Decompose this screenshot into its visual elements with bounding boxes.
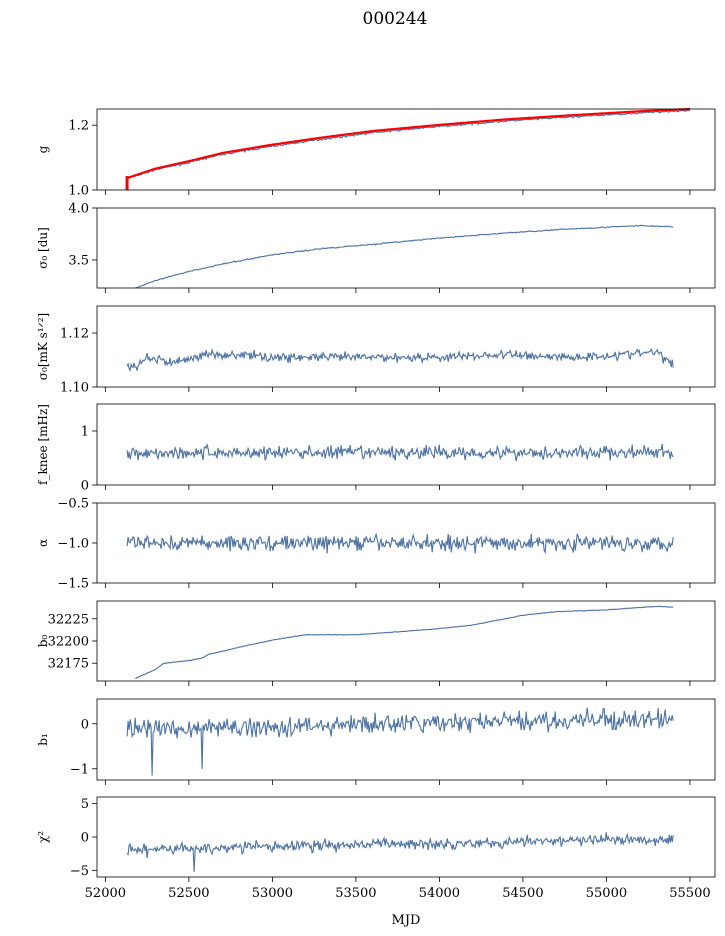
y-tick-label: 1.10 — [60, 381, 89, 396]
y-tick-label: 0 — [81, 479, 89, 494]
panel-frame — [96, 305, 716, 388]
series-fknee-0 — [126, 442, 674, 462]
y-axis-label: χ² — [36, 831, 50, 843]
x-tick-label: 53500 — [335, 886, 376, 901]
panel-b0: 32175 32200 32225 b₀ — [36, 600, 716, 686]
panel-alpha: −1.5 −1.0 −0.5 α — [36, 497, 716, 592]
panel-sigma0-mk: 1.10 1.12 σ₀[mK s¹ᐟ²] — [36, 305, 716, 396]
panel-frame — [96, 207, 716, 289]
panel-frame — [96, 796, 716, 878]
y-tick-label: 4.0 — [68, 202, 89, 217]
x-tick-label: 55500 — [669, 886, 710, 901]
y-axis-label: σ₀[mK s¹ᐟ²] — [36, 313, 50, 380]
panel-frame — [96, 698, 716, 781]
y-tick-label: 1 — [81, 425, 89, 440]
series-alpha-0 — [126, 532, 674, 555]
panels: 1.0 1.2 g 3.5 4.0 σ₀ [du] 1.10 1.12 σ₀[mK s¹ᐟ²] 0… — [36, 107, 716, 901]
panel-frame — [96, 108, 716, 191]
y-tick-label: 0 — [81, 831, 89, 846]
panel-fknee: 0 1 f_knee [mHz] — [36, 403, 716, 494]
y-tick-label: 1.12 — [60, 327, 89, 342]
y-axis-label: b₀ — [36, 635, 50, 648]
y-axis-label: α — [36, 539, 50, 547]
series-sigma0-mk-0 — [126, 347, 674, 372]
y-tick-label: 5 — [81, 797, 89, 812]
x-tick-label: 55000 — [586, 886, 627, 901]
y-tick-label: 3.5 — [68, 253, 89, 268]
y-tick-label: −1 — [70, 762, 89, 777]
y-tick-label: −5 — [70, 864, 89, 879]
y-tick-label: −1.0 — [57, 537, 89, 552]
y-tick-label: −0.5 — [57, 497, 89, 512]
y-tick-label: 0 — [81, 717, 89, 732]
x-axis-label: MJD — [392, 913, 421, 928]
y-tick-label: 1.0 — [68, 184, 89, 199]
panel-g: 1.0 1.2 g — [36, 107, 716, 199]
series-chi2-0 — [126, 832, 674, 872]
panel-chi2: −5 0 5 52000 52500 53000 53500 54000 54500 55000 5… — [36, 796, 716, 901]
panel-sigma0-du: 3.5 4.0 σ₀ [du] — [36, 202, 716, 293]
x-tick-label: 53000 — [252, 886, 293, 901]
panel-frame — [96, 403, 716, 486]
y-axis-label: f_knee [mHz] — [36, 404, 50, 485]
y-axis-label: b₁ — [36, 733, 50, 746]
y-axis-label: σ₀ [du] — [36, 227, 50, 269]
y-tick-label: 1.2 — [68, 119, 89, 134]
y-tick-label: 32175 — [48, 657, 89, 672]
x-tick-label: 52000 — [85, 886, 126, 901]
series-g-0 — [126, 109, 691, 180]
panel-b1: −1 0 b₁ — [36, 698, 716, 785]
chart-title: 000244 — [363, 9, 428, 29]
y-tick-label: −1.5 — [57, 577, 89, 592]
series-g-1 — [126, 107, 690, 180]
y-tick-label: 32225 — [48, 612, 89, 627]
x-tick-label: 52500 — [168, 886, 209, 901]
series-b0-0 — [135, 605, 674, 680]
series-b1-0 — [126, 707, 674, 776]
x-tick-label: 54000 — [419, 886, 460, 901]
y-axis-label: g — [36, 145, 50, 153]
y-tick-label: 32200 — [48, 635, 89, 650]
panel-frame — [96, 600, 716, 682]
x-tick-label: 54500 — [502, 886, 543, 901]
series-sigma0-du-0 — [135, 224, 674, 289]
